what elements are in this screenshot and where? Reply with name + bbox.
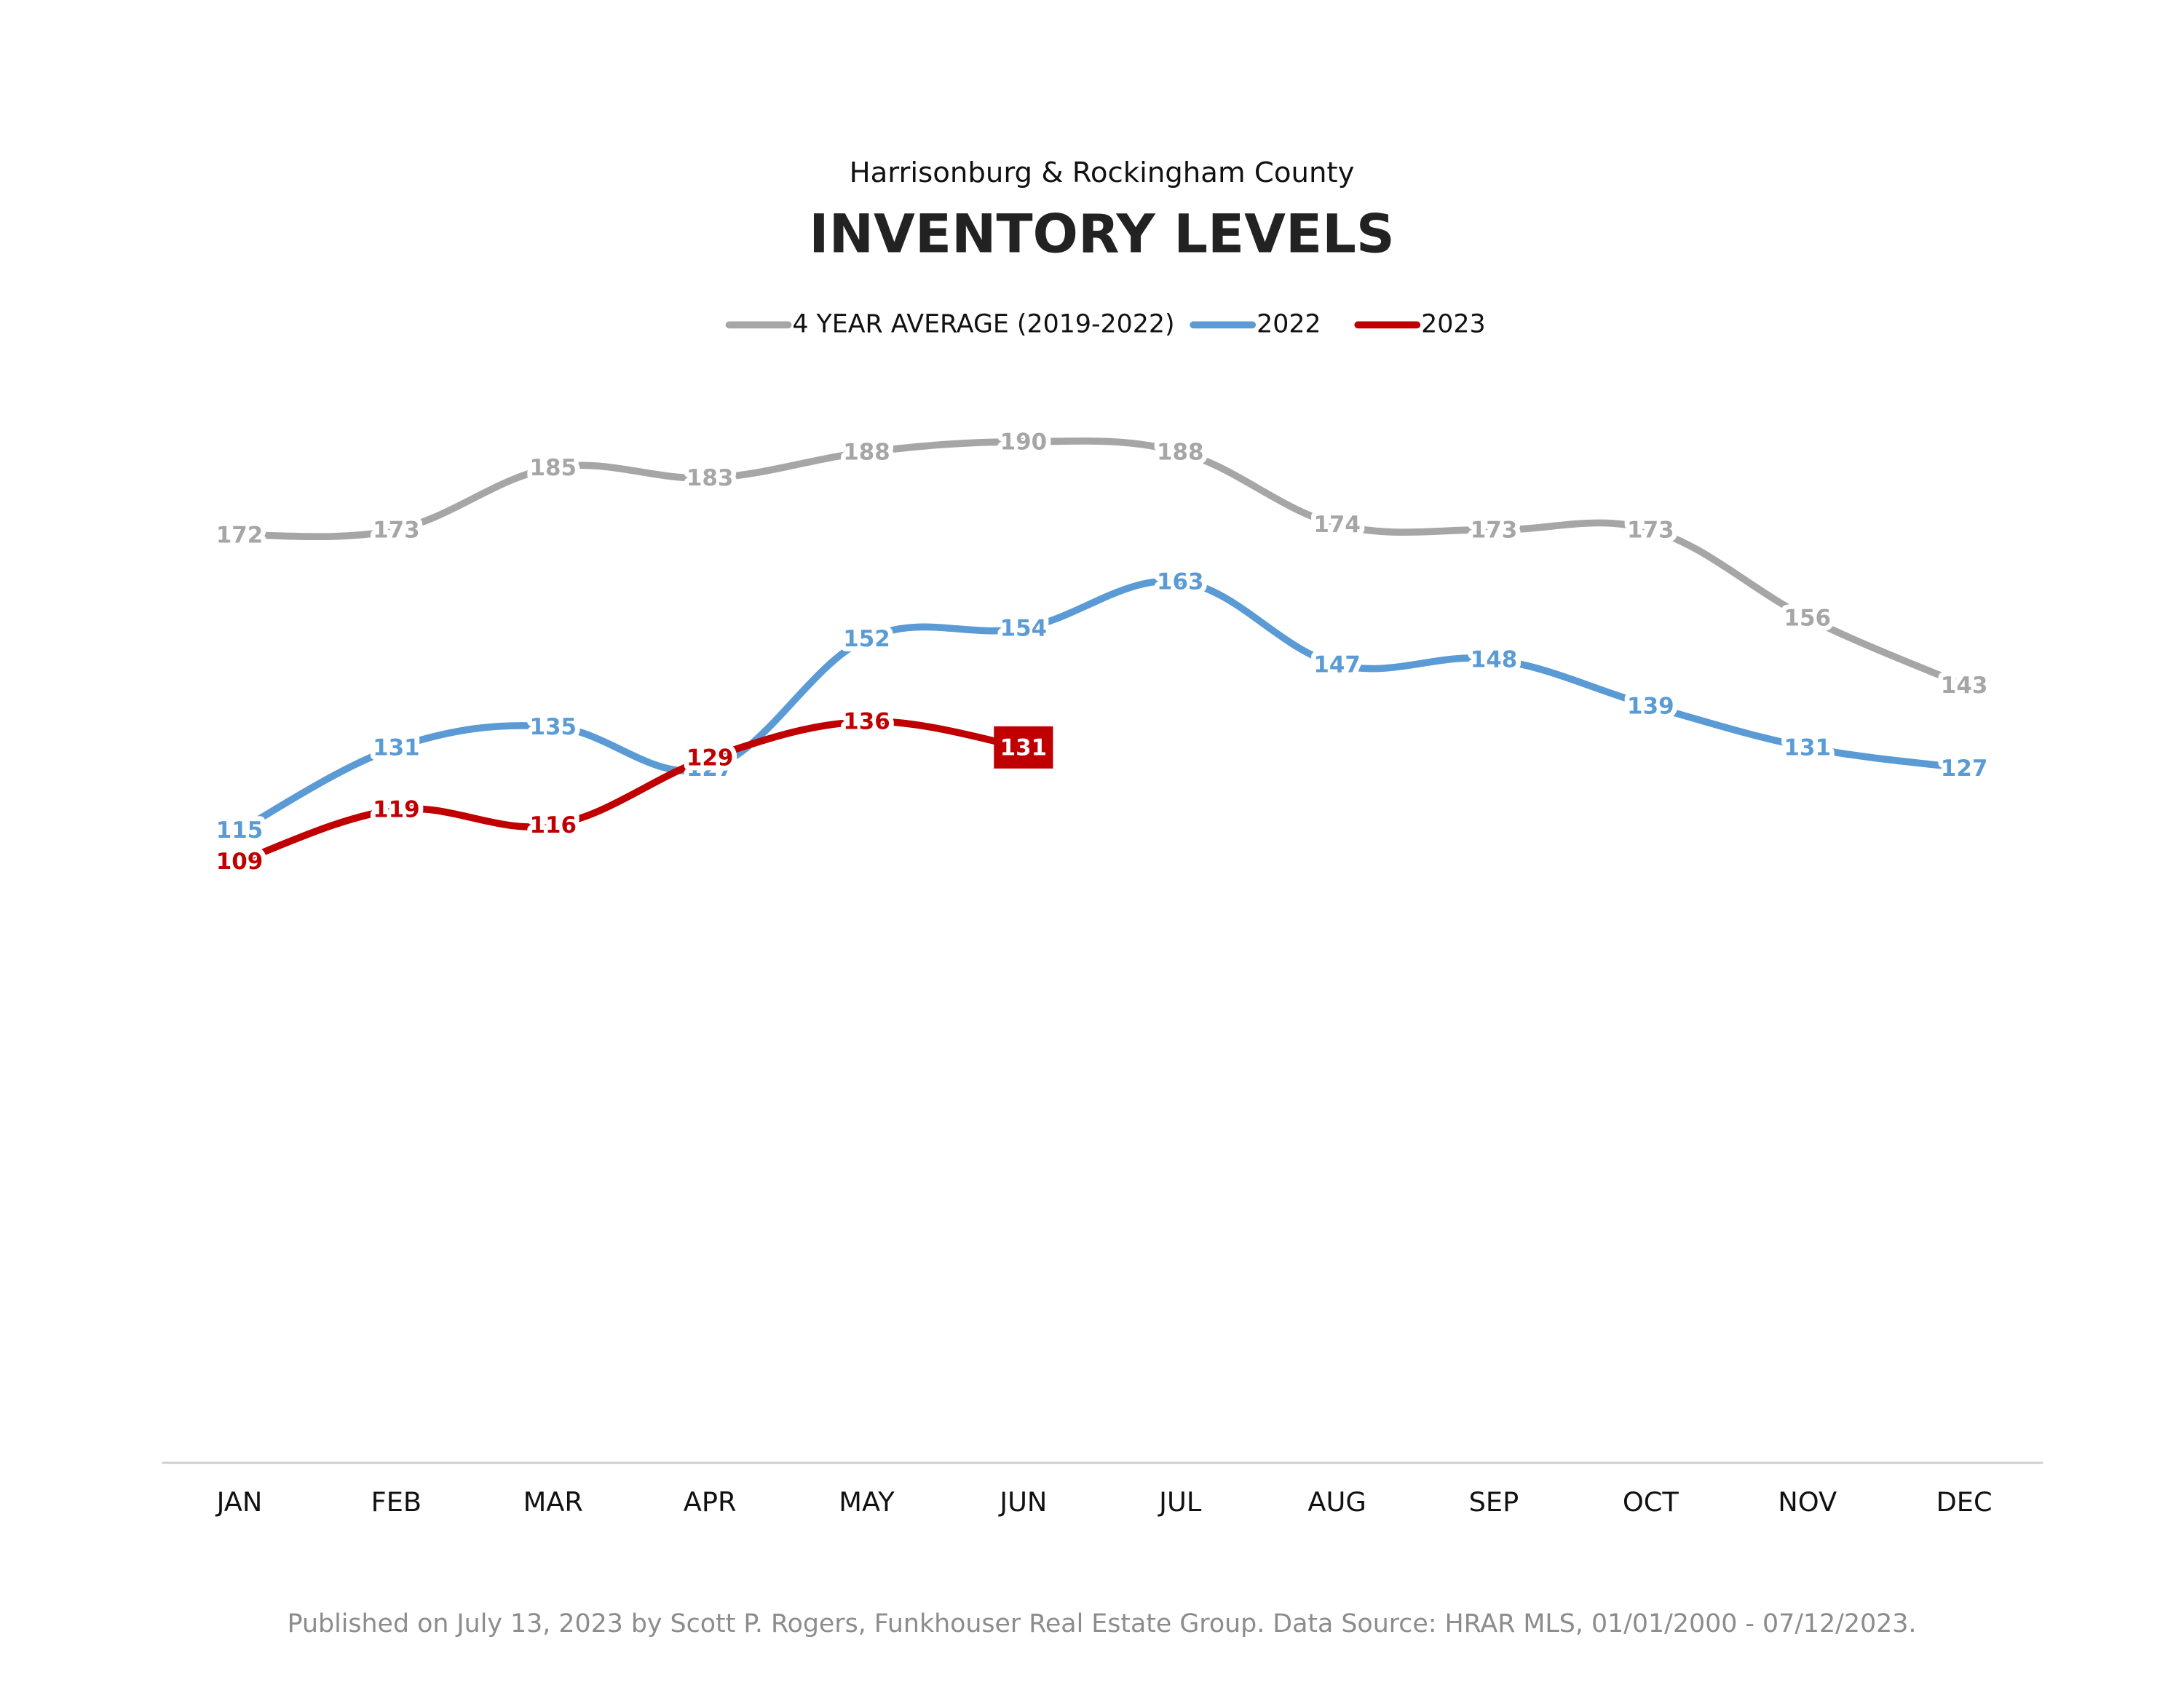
data-label: 129 <box>687 745 734 772</box>
data-label: 183 <box>687 465 734 491</box>
data-label: 163 <box>1157 568 1204 595</box>
data-label: 154 <box>1000 616 1048 642</box>
line-series <box>239 437 1966 689</box>
data-label: 127 <box>687 756 734 782</box>
x-tick-label: MAR <box>523 1486 583 1518</box>
data-label: 185 <box>529 455 577 481</box>
data-label: 188 <box>843 440 890 466</box>
x-tick-label: FEB <box>371 1486 422 1518</box>
x-tick-label: JUN <box>998 1486 1047 1518</box>
footnote: Published on July 13, 2023 by Scott P. R… <box>288 1609 1917 1638</box>
x-tick-label: JUL <box>1158 1486 1202 1518</box>
data-label: 173 <box>373 517 420 543</box>
legend-label: 2022 <box>1257 309 1321 338</box>
data-label: 127 <box>1941 756 1988 782</box>
x-tick-label: NOV <box>1778 1486 1837 1518</box>
x-tick-label: APR <box>684 1486 737 1518</box>
data-label: 115 <box>216 817 264 844</box>
data-label: 174 <box>1313 512 1361 538</box>
data-label: 173 <box>1627 517 1674 543</box>
data-label: 148 <box>1471 646 1518 673</box>
legend-label: 2023 <box>1421 309 1485 338</box>
data-label: 173 <box>1471 517 1518 543</box>
data-label: 188 <box>1157 440 1204 466</box>
data-label: 190 <box>1000 429 1048 455</box>
x-tick-label: SEP <box>1469 1486 1519 1518</box>
data-label: 135 <box>529 714 577 740</box>
line-series <box>237 577 1965 834</box>
data-label-box <box>994 726 1053 769</box>
data-label: 139 <box>1627 693 1674 719</box>
x-tick-label: JAN <box>215 1486 263 1518</box>
data-label: 116 <box>529 812 577 838</box>
x-tick-label: AUG <box>1307 1486 1366 1518</box>
data-label: 109 <box>216 849 264 875</box>
data-label: 131 <box>1784 734 1831 761</box>
data-label: 131 <box>1000 734 1048 761</box>
data-label: 136 <box>843 709 890 735</box>
data-label: 143 <box>1941 673 1988 699</box>
x-tick-label: MAY <box>839 1486 895 1518</box>
line-series <box>238 718 1024 865</box>
data-label: 119 <box>373 797 420 823</box>
data-label: 172 <box>216 522 264 548</box>
x-tick-label: DEC <box>1936 1486 1993 1518</box>
chart-subtitle: Harrisonburg & Rockingham County <box>850 156 1355 189</box>
chart-title: INVENTORY LEVELS <box>809 204 1395 266</box>
data-label: 131 <box>373 734 420 761</box>
data-label: 156 <box>1784 605 1831 631</box>
data-label: 152 <box>843 626 890 652</box>
legend-label: 4 YEAR AVERAGE (2019-2022) <box>792 309 1174 338</box>
x-tick-label: OCT <box>1623 1486 1679 1518</box>
data-label: 147 <box>1313 651 1361 678</box>
